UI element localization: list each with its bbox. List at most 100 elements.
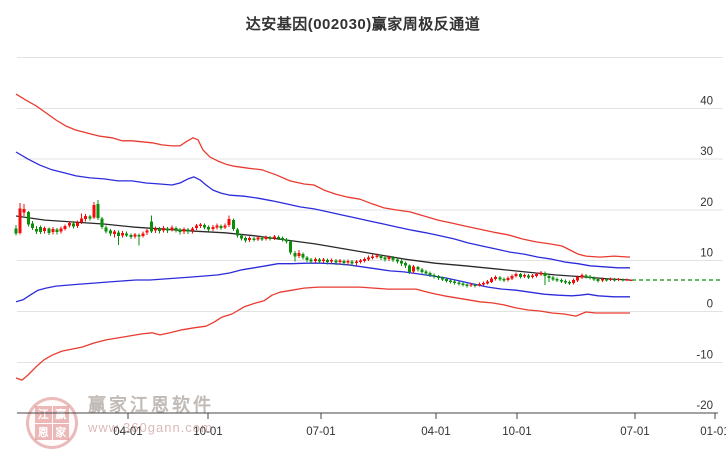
candle-body [367, 257, 371, 260]
candle-body [133, 234, 137, 237]
candle-body [256, 237, 260, 240]
candle-body [621, 279, 625, 281]
candle-body [137, 234, 141, 237]
mid-black-line [15, 215, 631, 281]
candle-body [399, 261, 403, 264]
candle-body [121, 232, 125, 236]
y-axis-tick-label: 40 [700, 95, 713, 107]
candle-body [490, 278, 494, 283]
gridlines-group [17, 57, 723, 363]
candle-body [199, 224, 202, 227]
candle-body [76, 222, 79, 227]
candle-body [285, 239, 289, 242]
candle-body [461, 283, 465, 286]
upper-blue-channel [15, 151, 630, 269]
candle-body [424, 271, 428, 274]
candle-body [436, 275, 440, 278]
candle-body [326, 260, 330, 263]
candles-group [14, 200, 633, 288]
candle-body [112, 231, 116, 235]
candle-body [518, 273, 522, 277]
x-axis-tick-label: 10-01 [502, 426, 531, 438]
candle-body [412, 266, 416, 272]
candle-body [383, 257, 387, 260]
y-axis-tick-label: -20 [696, 400, 713, 412]
gann-seal-logo: 江 赢 恩 家 [26, 397, 78, 449]
candle-body [555, 279, 559, 281]
seal-char: 家 [52, 423, 69, 440]
x-axis-tick-label: 07-01 [620, 426, 649, 438]
candle-body [51, 229, 55, 233]
lower-blue-channel [15, 262, 630, 303]
candle-body [117, 232, 120, 236]
x-axis-tick-label: 10-01 [193, 426, 222, 438]
candle-body [67, 223, 71, 226]
candle-body [293, 253, 297, 257]
seal-char: 恩 [35, 423, 52, 440]
candle-body [481, 283, 485, 285]
candle-body [96, 203, 100, 218]
candle-body [408, 265, 412, 272]
seal-char: 赢 [52, 406, 69, 423]
candle-body [240, 235, 243, 239]
candle-body [223, 225, 227, 228]
candle-body [203, 225, 207, 228]
candle-body [88, 216, 92, 219]
candle-body [625, 279, 629, 281]
candle-body [584, 275, 588, 277]
x-axis-group: 04-01 10-01 07-01 04-01 10-01 07-01 01-01 [17, 412, 726, 438]
candle-body [39, 227, 43, 232]
candle-body [227, 219, 231, 226]
seal-char: 江 [35, 406, 52, 423]
candle-body [235, 229, 239, 236]
candle-body [104, 227, 108, 232]
candle-body [305, 257, 309, 261]
candle-body [170, 227, 174, 231]
candle-body [194, 225, 198, 229]
candle-body [268, 237, 272, 239]
candle-body [568, 282, 571, 284]
candle-body [609, 279, 612, 280]
candle-body [600, 279, 604, 281]
candle-body [219, 226, 223, 229]
candle-body [309, 259, 313, 262]
candle-body [215, 225, 219, 228]
candle-body [514, 273, 518, 276]
candle-body [276, 236, 280, 239]
candle-body [125, 233, 129, 236]
candle-body [178, 229, 182, 233]
candle-body [358, 260, 362, 263]
candle-body [420, 269, 424, 272]
candle-body [453, 281, 457, 283]
candle-body [59, 228, 63, 232]
candle-body [47, 228, 51, 233]
candle-body [166, 228, 170, 231]
chart-title: 达安基因(002030)赢家周极反通道 [245, 16, 481, 33]
candle-body [494, 277, 498, 279]
candle-body [531, 275, 535, 277]
candle-body [63, 226, 67, 230]
candle-body [342, 261, 346, 264]
candle-body [395, 259, 399, 262]
candle-body [596, 279, 600, 281]
candle-body [162, 228, 166, 231]
candle-body [207, 227, 211, 230]
candle-body [539, 272, 543, 275]
candle-body [26, 211, 30, 225]
candle-body [186, 229, 190, 232]
candle-body [289, 241, 293, 253]
candle-body [391, 257, 395, 261]
candle-body [272, 236, 276, 239]
candle-body [572, 280, 576, 283]
candle-body [613, 279, 617, 281]
candle-body [440, 277, 444, 280]
candle-body [92, 204, 96, 218]
candle-body [416, 266, 420, 270]
candle-body [281, 237, 284, 240]
candle-body [174, 228, 178, 231]
candle-body [346, 261, 350, 263]
candle-body [350, 261, 354, 264]
watermark-url-text: www.360gann.com [88, 420, 213, 435]
candle-body [313, 259, 317, 262]
